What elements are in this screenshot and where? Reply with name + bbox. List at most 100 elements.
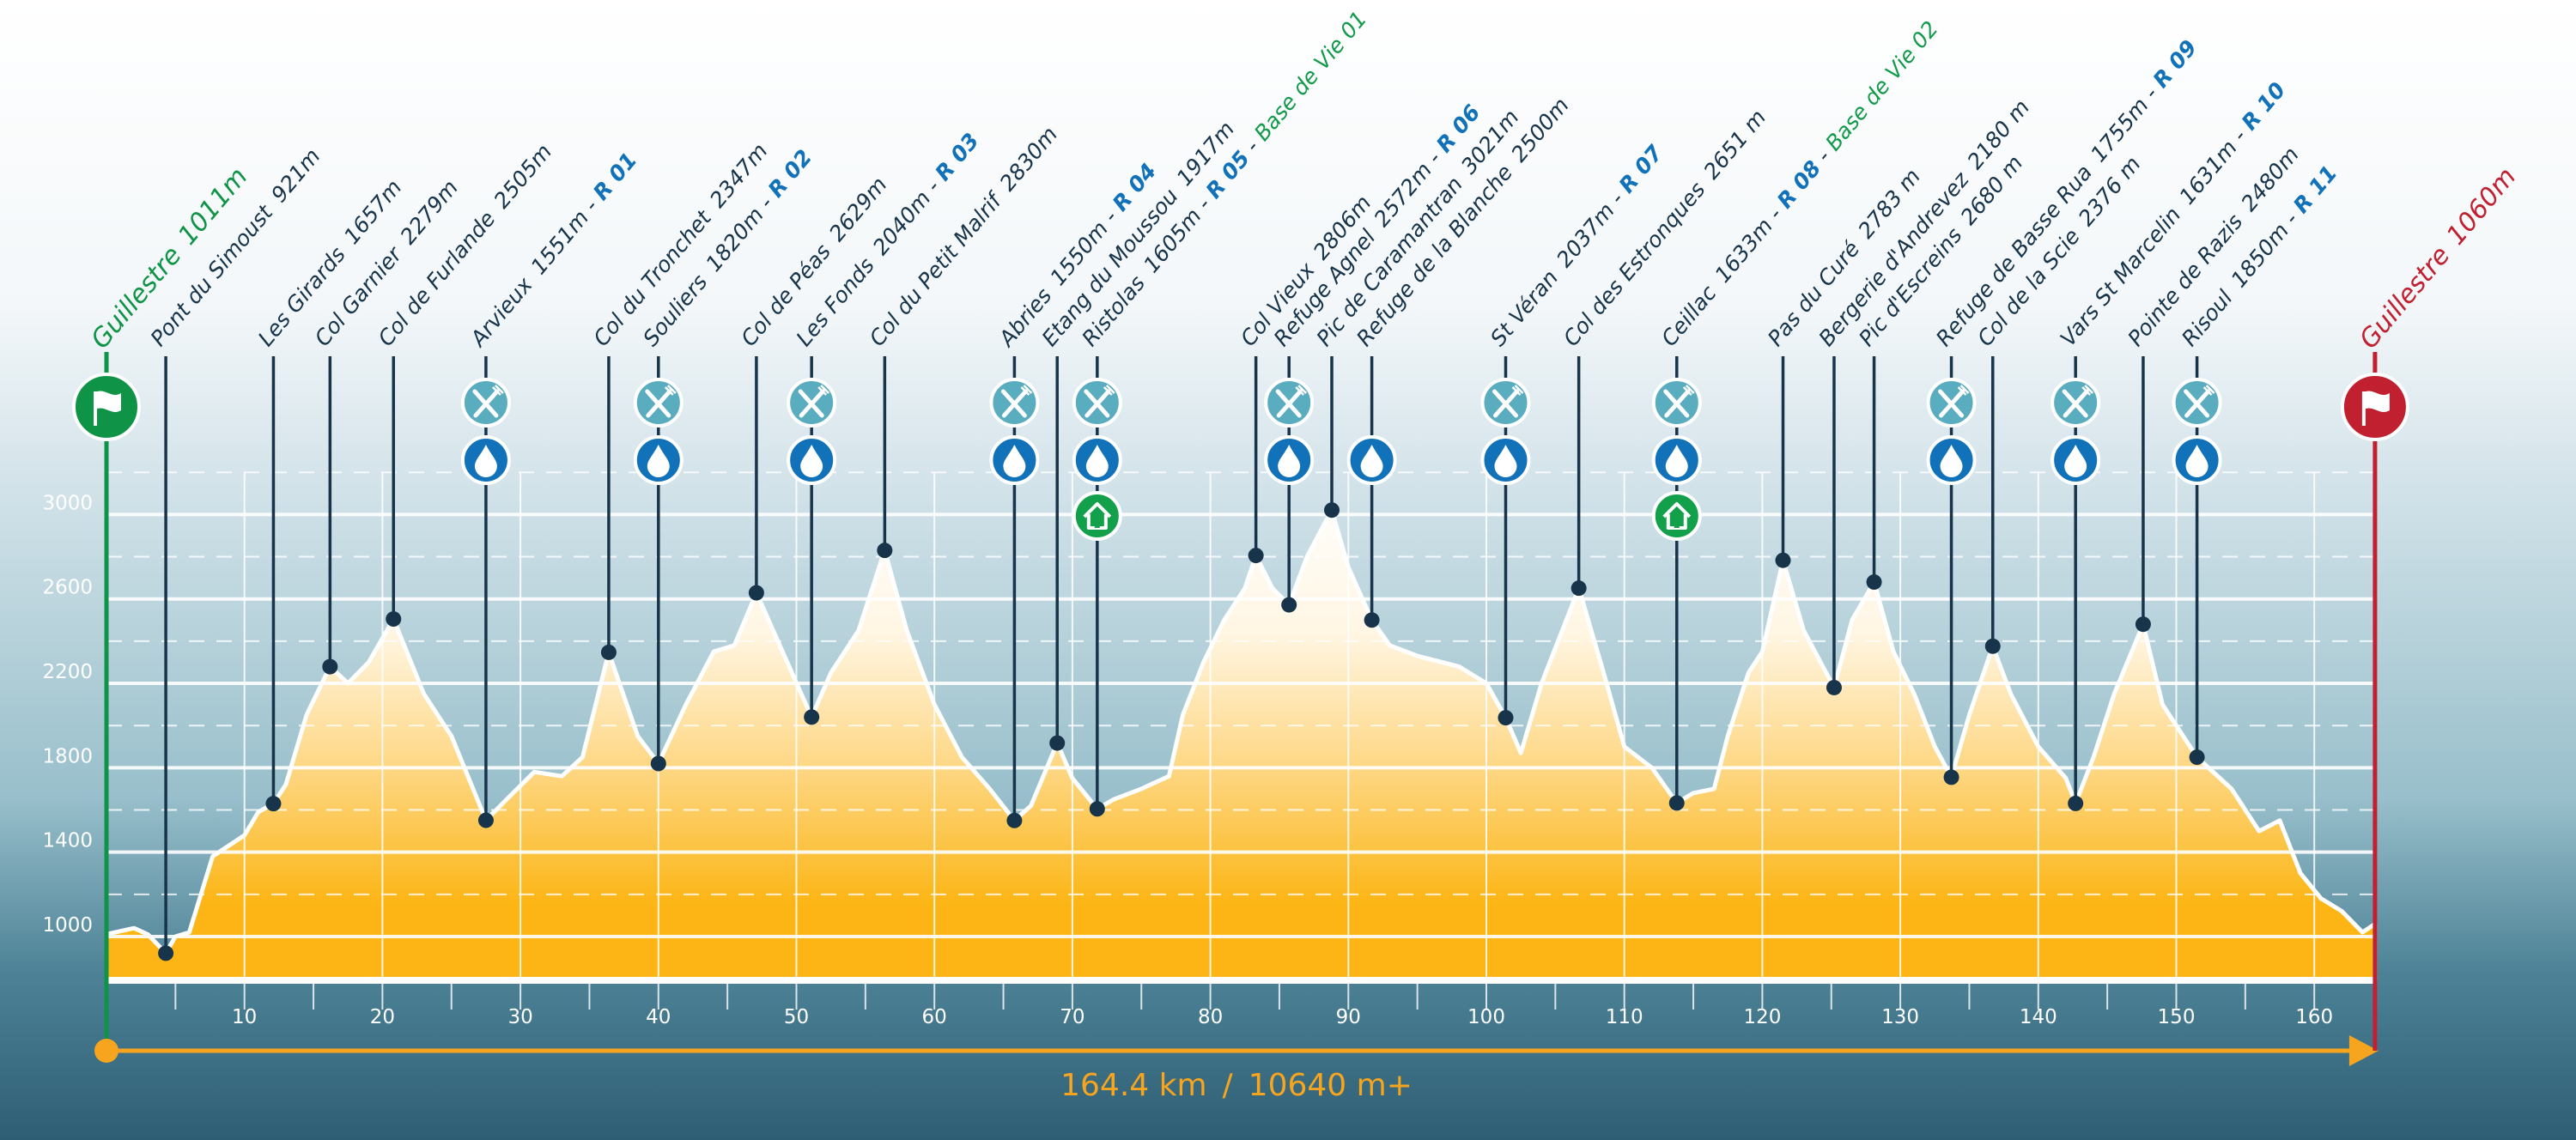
fork-icon [1001,389,1028,418]
x-tick-label: 140 [2020,1006,2057,1028]
water-drop-icon [2064,445,2087,478]
fork-icon [1939,389,1965,418]
waypoint-dot [2068,795,2084,811]
fork-tines-icon [2081,385,2094,396]
y-tick-label: 1800 [42,745,93,767]
elevation-gain: 10640 m+ [1249,1068,1413,1103]
waypoint-dot [804,709,820,725]
water-drop-icon [1278,445,1301,478]
waypoint-dot [600,644,617,660]
water-drop-icon [800,445,823,478]
water-drop-icon [647,445,670,478]
waypoint-dot [748,585,764,601]
x-tick-label: 130 [1881,1006,1919,1028]
waypoint-dot [650,755,666,772]
water-drop-icon [1940,445,1963,478]
house-door-icon [1674,519,1680,528]
distance: 164.4 km [1060,1068,1206,1103]
x-tick-label: 110 [1606,1006,1643,1028]
fork-icon [2063,389,2089,418]
flag-icon [95,391,121,413]
start-dot [94,1039,118,1063]
fork-tines-icon [817,385,830,396]
x-tick-label: 90 [1336,1006,1361,1028]
water-drop-icon [1360,445,1383,478]
y-tick-label: 3000 [42,492,93,514]
water-drop-icon [1665,445,1688,478]
waypoint-dot [1668,795,1685,811]
waypoint-dot [1089,801,1105,817]
waypoint-dot [1006,812,1023,828]
flag-icon [2363,391,2390,413]
grid-overlay [106,471,2375,980]
waypoint-dot [1866,574,1882,591]
waypoint-dot [1324,502,1340,518]
waypoint-dot [1984,638,2001,654]
waypoint-dot [1281,597,1297,613]
water-drop-icon [474,445,497,478]
home-icon [1651,491,1702,541]
y-tick-label: 2600 [42,577,93,599]
house-door-icon [1094,519,1100,528]
x-tick-label: 50 [784,1006,809,1028]
axes: 10 20 30 40 50 60 70 80 90 100 110 120 130 140 150 160 1… [42,492,2379,1066]
x-tick-label: 100 [1467,1006,1505,1028]
x-tick-label: 30 [507,1006,532,1028]
x-tick-label: 60 [922,1006,947,1028]
fork-tines-icon [1511,385,1524,396]
fork-icon [799,389,825,418]
x-tick-label: 80 [1198,1006,1223,1028]
waypoint-dot [877,543,893,559]
waypoint-dot [1826,679,1842,695]
water-drop-icon [1003,445,1026,478]
fork-tines-icon [664,385,677,396]
water-drop-icon [2185,445,2208,478]
water-drop-icon [1085,445,1109,478]
fork-icon [2184,389,2211,418]
x-tick-label: 10 [232,1006,257,1028]
fork-tines-icon [1957,385,1970,396]
waypoint-dot [1248,548,1264,564]
fork-tines-icon [1020,385,1033,396]
fork-tines-icon [1682,385,1695,396]
x-tick-label: 150 [2158,1006,2196,1028]
fork-icon [473,389,500,418]
waypoint-dot [265,796,282,812]
separator: / [1223,1068,1234,1103]
waypoint-dot [386,611,402,628]
fork-icon [1664,389,1691,418]
fork-icon [1084,389,1111,418]
fork-tines-icon [2202,385,2215,396]
y-tick-label: 1000 [42,914,93,937]
waypoint-dot [2189,749,2205,766]
waypoint-dot [158,945,174,961]
waypoint-dot [2135,616,2151,633]
x-tick-label: 20 [370,1006,395,1028]
fork-icon [1276,389,1303,418]
waypoint-dot [1364,612,1380,628]
y-tick-label: 2200 [42,661,93,683]
x-tick-label: 70 [1060,1006,1084,1028]
waypoint-dot [1049,735,1066,751]
x-tick-label: 120 [1743,1006,1781,1028]
route-summary: 164.4 km / 10640 m+ [1060,1068,1413,1103]
home-icon [1072,491,1122,541]
waypoint-dot [1498,710,1514,726]
water-drop-icon [1494,445,1517,478]
fork-icon [646,389,672,418]
waypoint-dot [477,812,494,828]
arrow-right-icon [2348,1035,2379,1066]
waypoint-dot [322,658,338,675]
x-tick-label: 40 [646,1006,671,1028]
x-tick-label: 160 [2295,1006,2333,1028]
waypoint-dot [1943,769,1959,785]
fork-tines-icon [492,385,504,396]
waypoint-dot [1571,580,1587,597]
fork-tines-icon [1103,385,1115,396]
profile-area [104,507,2378,983]
waypoint-dot [1775,552,1791,568]
y-tick-label: 1400 [42,830,93,852]
fork-icon [1492,389,1519,418]
fork-tines-icon [1295,385,1308,396]
